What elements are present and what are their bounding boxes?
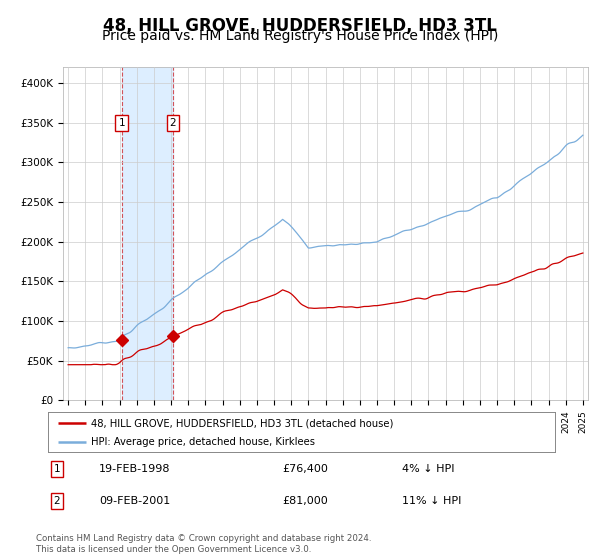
Text: 48, HILL GROVE, HUDDERSFIELD, HD3 3TL (detached house): 48, HILL GROVE, HUDDERSFIELD, HD3 3TL (d…: [91, 418, 394, 428]
Text: HPI: Average price, detached house, Kirklees: HPI: Average price, detached house, Kirk…: [91, 437, 315, 446]
Text: £81,000: £81,000: [282, 496, 328, 506]
Text: 1: 1: [118, 118, 125, 128]
Text: Price paid vs. HM Land Registry's House Price Index (HPI): Price paid vs. HM Land Registry's House …: [102, 29, 498, 43]
Text: 4% ↓ HPI: 4% ↓ HPI: [402, 464, 455, 474]
Text: 19-FEB-1998: 19-FEB-1998: [99, 464, 170, 474]
Text: 11% ↓ HPI: 11% ↓ HPI: [402, 496, 461, 506]
Text: 2: 2: [169, 118, 176, 128]
Text: This data is licensed under the Open Government Licence v3.0.: This data is licensed under the Open Gov…: [36, 545, 311, 554]
Text: Contains HM Land Registry data © Crown copyright and database right 2024.: Contains HM Land Registry data © Crown c…: [36, 534, 371, 543]
Text: £76,400: £76,400: [282, 464, 328, 474]
Text: 1: 1: [53, 464, 61, 474]
Bar: [122, 67, 173, 400]
Text: 09-FEB-2001: 09-FEB-2001: [99, 496, 170, 506]
Text: 48, HILL GROVE, HUDDERSFIELD, HD3 3TL: 48, HILL GROVE, HUDDERSFIELD, HD3 3TL: [103, 17, 497, 35]
Text: 2: 2: [53, 496, 61, 506]
